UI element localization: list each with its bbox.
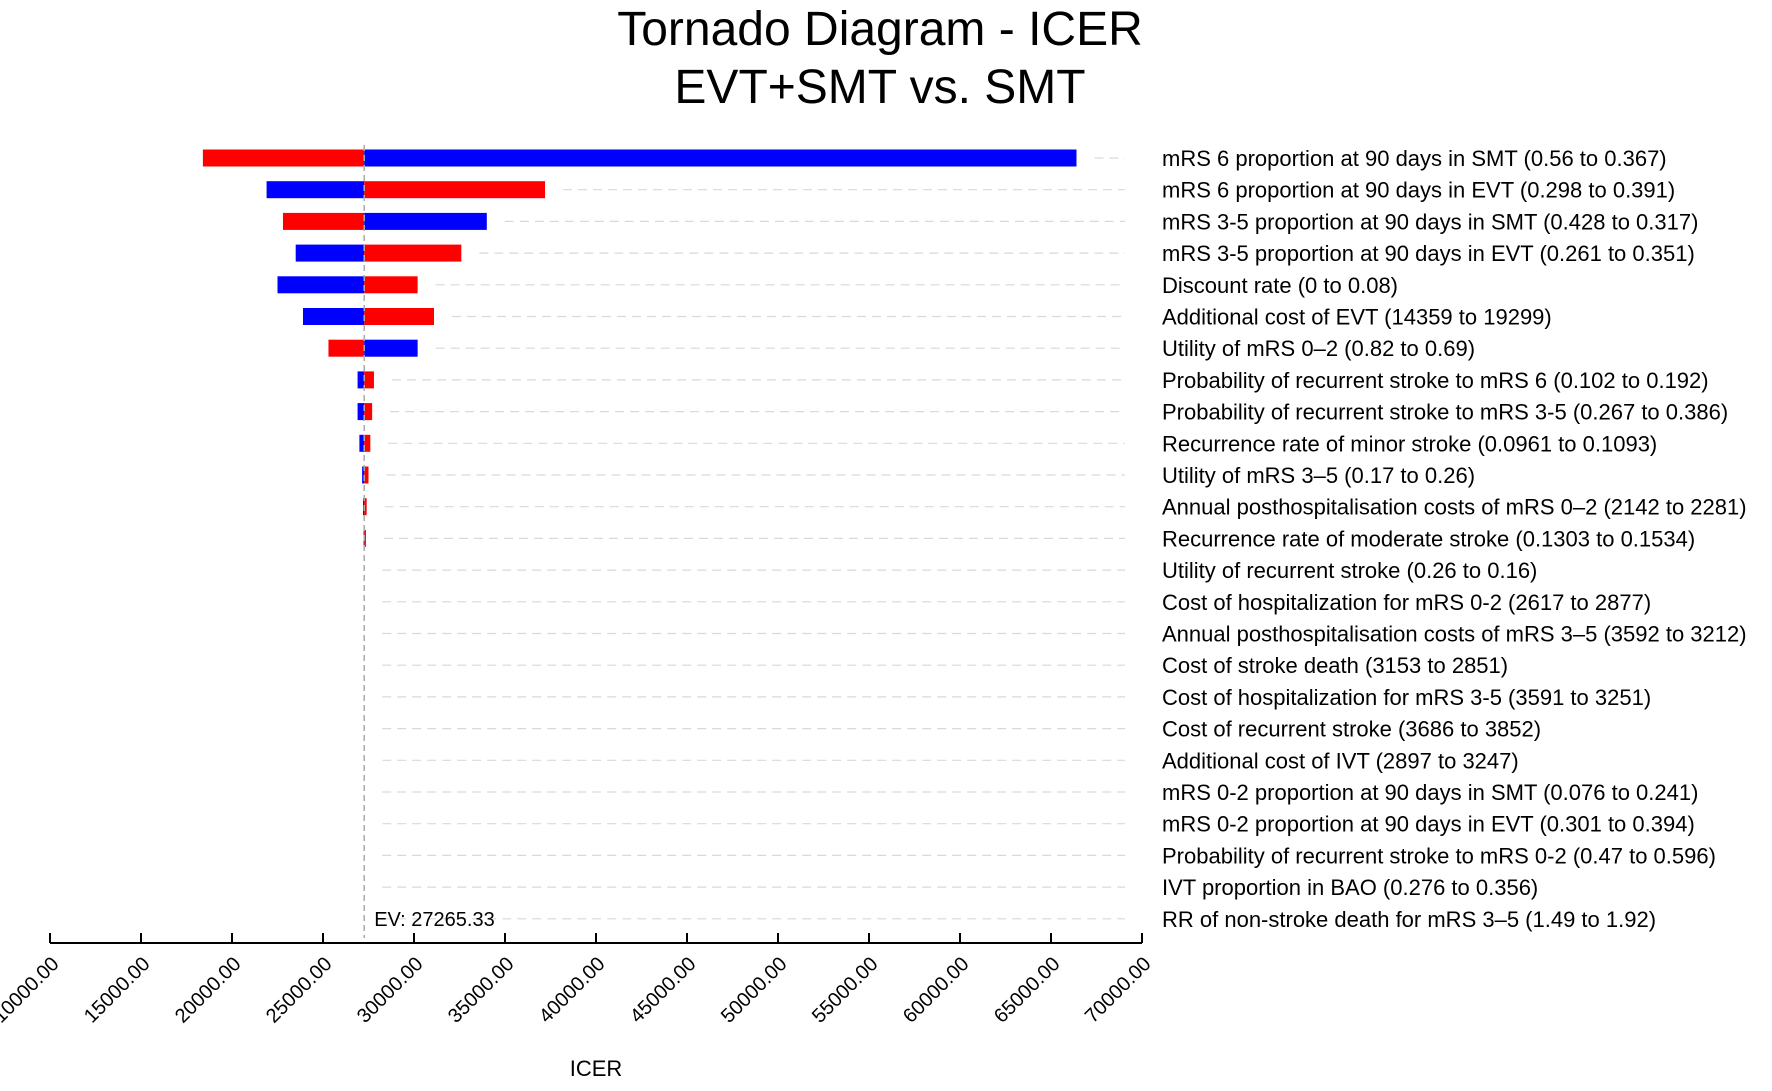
parameter-label: Cost of stroke death (3153 to 2851) — [1162, 653, 1508, 678]
bar-right-segment — [364, 403, 373, 421]
bar-right-segment — [364, 212, 487, 230]
x-tick-label: 40000.00 — [535, 953, 610, 1028]
bar-right-segment — [364, 276, 418, 294]
x-tick-label: 35000.00 — [444, 953, 519, 1028]
bar-right-segment — [364, 181, 546, 199]
bar-right-segment — [364, 308, 435, 325]
bar-left-segment — [277, 276, 365, 294]
parameter-label: RR of non-stroke death for mRS 3–5 (1.49… — [1162, 907, 1656, 932]
parameter-label: Annual posthospitalisation costs of mRS … — [1162, 622, 1747, 647]
parameter-label: mRS 3-5 proportion at 90 days in SMT (0.… — [1162, 209, 1698, 234]
parameter-label: Cost of hospitalization for mRS 0-2 (261… — [1162, 590, 1651, 615]
bar-right-segment — [364, 529, 366, 547]
ev-label: EV: 27265.33 — [374, 909, 494, 931]
x-tick-label: 10000.00 — [0, 953, 64, 1028]
parameter-label: Utility of recurrent stroke (0.26 to 0.1… — [1162, 558, 1537, 583]
parameter-label: Annual posthospitalisation costs of mRS … — [1162, 495, 1747, 520]
parameter-label: Discount rate (0 to 0.08) — [1162, 273, 1398, 298]
bar-left-segment — [202, 149, 365, 167]
chart-title: Tornado Diagram - ICER — [617, 3, 1143, 56]
parameter-label: Utility of mRS 3–5 (0.17 to 0.26) — [1162, 463, 1475, 488]
guide-lines — [382, 157, 1125, 920]
bar-left-segment — [328, 339, 365, 357]
parameter-label: Probability of recurrent stroke to mRS 0… — [1162, 843, 1716, 868]
x-axis-ticks: 10000.00 15000.00 20000.00 25000.00 30000.00… — [0, 933, 1156, 1028]
bar-right-segment — [364, 434, 371, 452]
parameter-labels: mRS 6 proportion at 90 days in SMT (0.56… — [1162, 146, 1747, 932]
x-tick-label: 55000.00 — [808, 953, 883, 1028]
bars-group — [202, 149, 1077, 547]
parameter-label: mRS 3-5 proportion at 90 days in EVT (0.… — [1162, 241, 1695, 266]
bar-right-segment — [364, 149, 1077, 167]
x-tick-label: 70000.00 — [1081, 953, 1156, 1028]
bar-right-segment — [364, 244, 462, 262]
x-axis-title: ICER — [570, 1056, 623, 1081]
x-tick-label: 60000.00 — [899, 953, 974, 1028]
bar-right-segment — [364, 339, 418, 357]
bar-left-segment — [362, 466, 365, 484]
bar-left-segment — [282, 212, 365, 230]
parameter-label: mRS 6 proportion at 90 days in SMT (0.56… — [1162, 146, 1667, 171]
parameter-label: Cost of recurrent stroke (3686 to 3852) — [1162, 717, 1541, 742]
bar-left-segment — [357, 371, 365, 389]
bar-left-segment — [357, 403, 365, 421]
parameter-label: Utility of mRS 0–2 (0.82 to 0.69) — [1162, 336, 1475, 361]
bar-right-segment — [364, 466, 369, 484]
parameter-label: Probability of recurrent stroke to mRS 3… — [1162, 400, 1728, 425]
chart-subtitle: EVT+SMT vs. SMT — [674, 61, 1085, 114]
parameter-label: mRS 0-2 proportion at 90 days in SMT (0.… — [1162, 780, 1698, 805]
parameter-label: Recurrence rate of moderate stroke (0.13… — [1162, 526, 1695, 551]
bar-left-segment — [295, 244, 365, 262]
parameter-label: Recurrence rate of minor stroke (0.0961 … — [1162, 431, 1657, 456]
parameter-label: mRS 6 proportion at 90 days in EVT (0.29… — [1162, 178, 1675, 203]
parameter-label: Additional cost of EVT (14359 to 19299) — [1162, 305, 1552, 330]
bar-right-segment — [364, 371, 374, 389]
x-tick-label: 45000.00 — [626, 953, 701, 1028]
x-tick-label: 30000.00 — [353, 953, 428, 1028]
parameter-label: Cost of hospitalization for mRS 3-5 (359… — [1162, 685, 1651, 710]
parameter-label: mRS 0-2 proportion at 90 days in EVT (0.… — [1162, 812, 1695, 837]
bar-left-segment — [266, 181, 365, 199]
x-tick-label: 65000.00 — [990, 953, 1065, 1028]
x-tick-label: 20000.00 — [171, 953, 246, 1028]
bar-left-segment — [302, 308, 365, 325]
bar-left-segment — [359, 434, 365, 452]
bar-right-segment — [364, 498, 367, 516]
parameter-label: Probability of recurrent stroke to mRS 6… — [1162, 368, 1709, 393]
parameter-label: Additional cost of IVT (2897 to 3247) — [1162, 748, 1519, 773]
x-tick-label: 15000.00 — [80, 953, 155, 1028]
parameter-label: IVT proportion in BAO (0.276 to 0.356) — [1162, 875, 1538, 900]
x-tick-label: 50000.00 — [717, 953, 792, 1028]
x-tick-label: 25000.00 — [262, 953, 337, 1028]
